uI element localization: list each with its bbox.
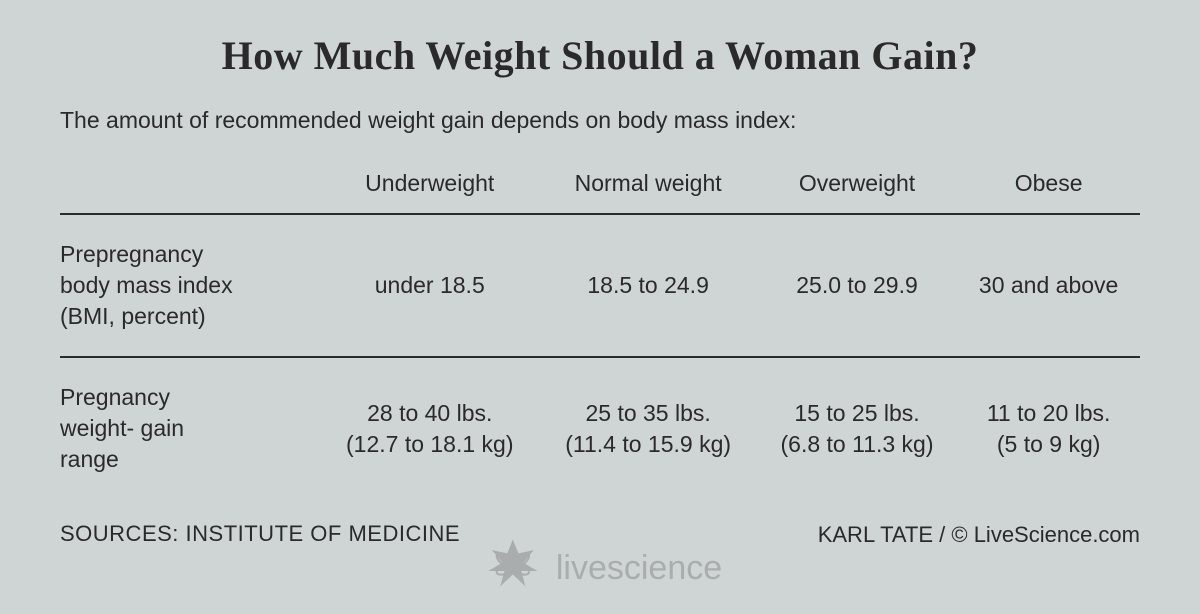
cell: 25.0 to 29.9 xyxy=(757,215,958,357)
row-label-bmi: Prepregnancybody mass index(BMI, percent… xyxy=(60,215,320,357)
cell: 15 to 25 lbs.(6.8 to 11.3 kg) xyxy=(757,358,958,499)
col-underweight: Underweight xyxy=(320,164,540,214)
subtitle: The amount of recommended weight gain de… xyxy=(60,107,1140,134)
cell: 28 to 40 lbs.(12.7 to 18.1 kg) xyxy=(320,358,540,499)
header-blank xyxy=(60,164,320,214)
cell: 18.5 to 24.9 xyxy=(540,215,757,357)
cell: 25 to 35 lbs.(11.4 to 15.9 kg) xyxy=(540,358,757,499)
logo-text: livescience xyxy=(556,549,722,588)
table-header-row: Underweight Normal weight Overweight Obe… xyxy=(60,164,1140,214)
page-title: How Much Weight Should a Woman Gain? xyxy=(60,32,1140,79)
cell: 30 and above xyxy=(957,215,1140,357)
row-label-gain: Pregnancyweight- gainrange xyxy=(60,358,320,499)
credit-line: KARL TATE / © LiveScience.com xyxy=(818,522,1140,548)
weight-gain-table: Underweight Normal weight Overweight Obe… xyxy=(60,164,1140,499)
col-normal: Normal weight xyxy=(540,164,757,214)
table-row: Prepregnancybody mass index(BMI, percent… xyxy=(60,215,1140,357)
col-overweight: Overweight xyxy=(757,164,958,214)
cell: under 18.5 xyxy=(320,215,540,357)
table-row: Pregnancyweight- gainrange 28 to 40 lbs.… xyxy=(60,358,1140,499)
col-obese: Obese xyxy=(957,164,1140,214)
cell: 11 to 20 lbs.(5 to 9 kg) xyxy=(957,358,1140,499)
